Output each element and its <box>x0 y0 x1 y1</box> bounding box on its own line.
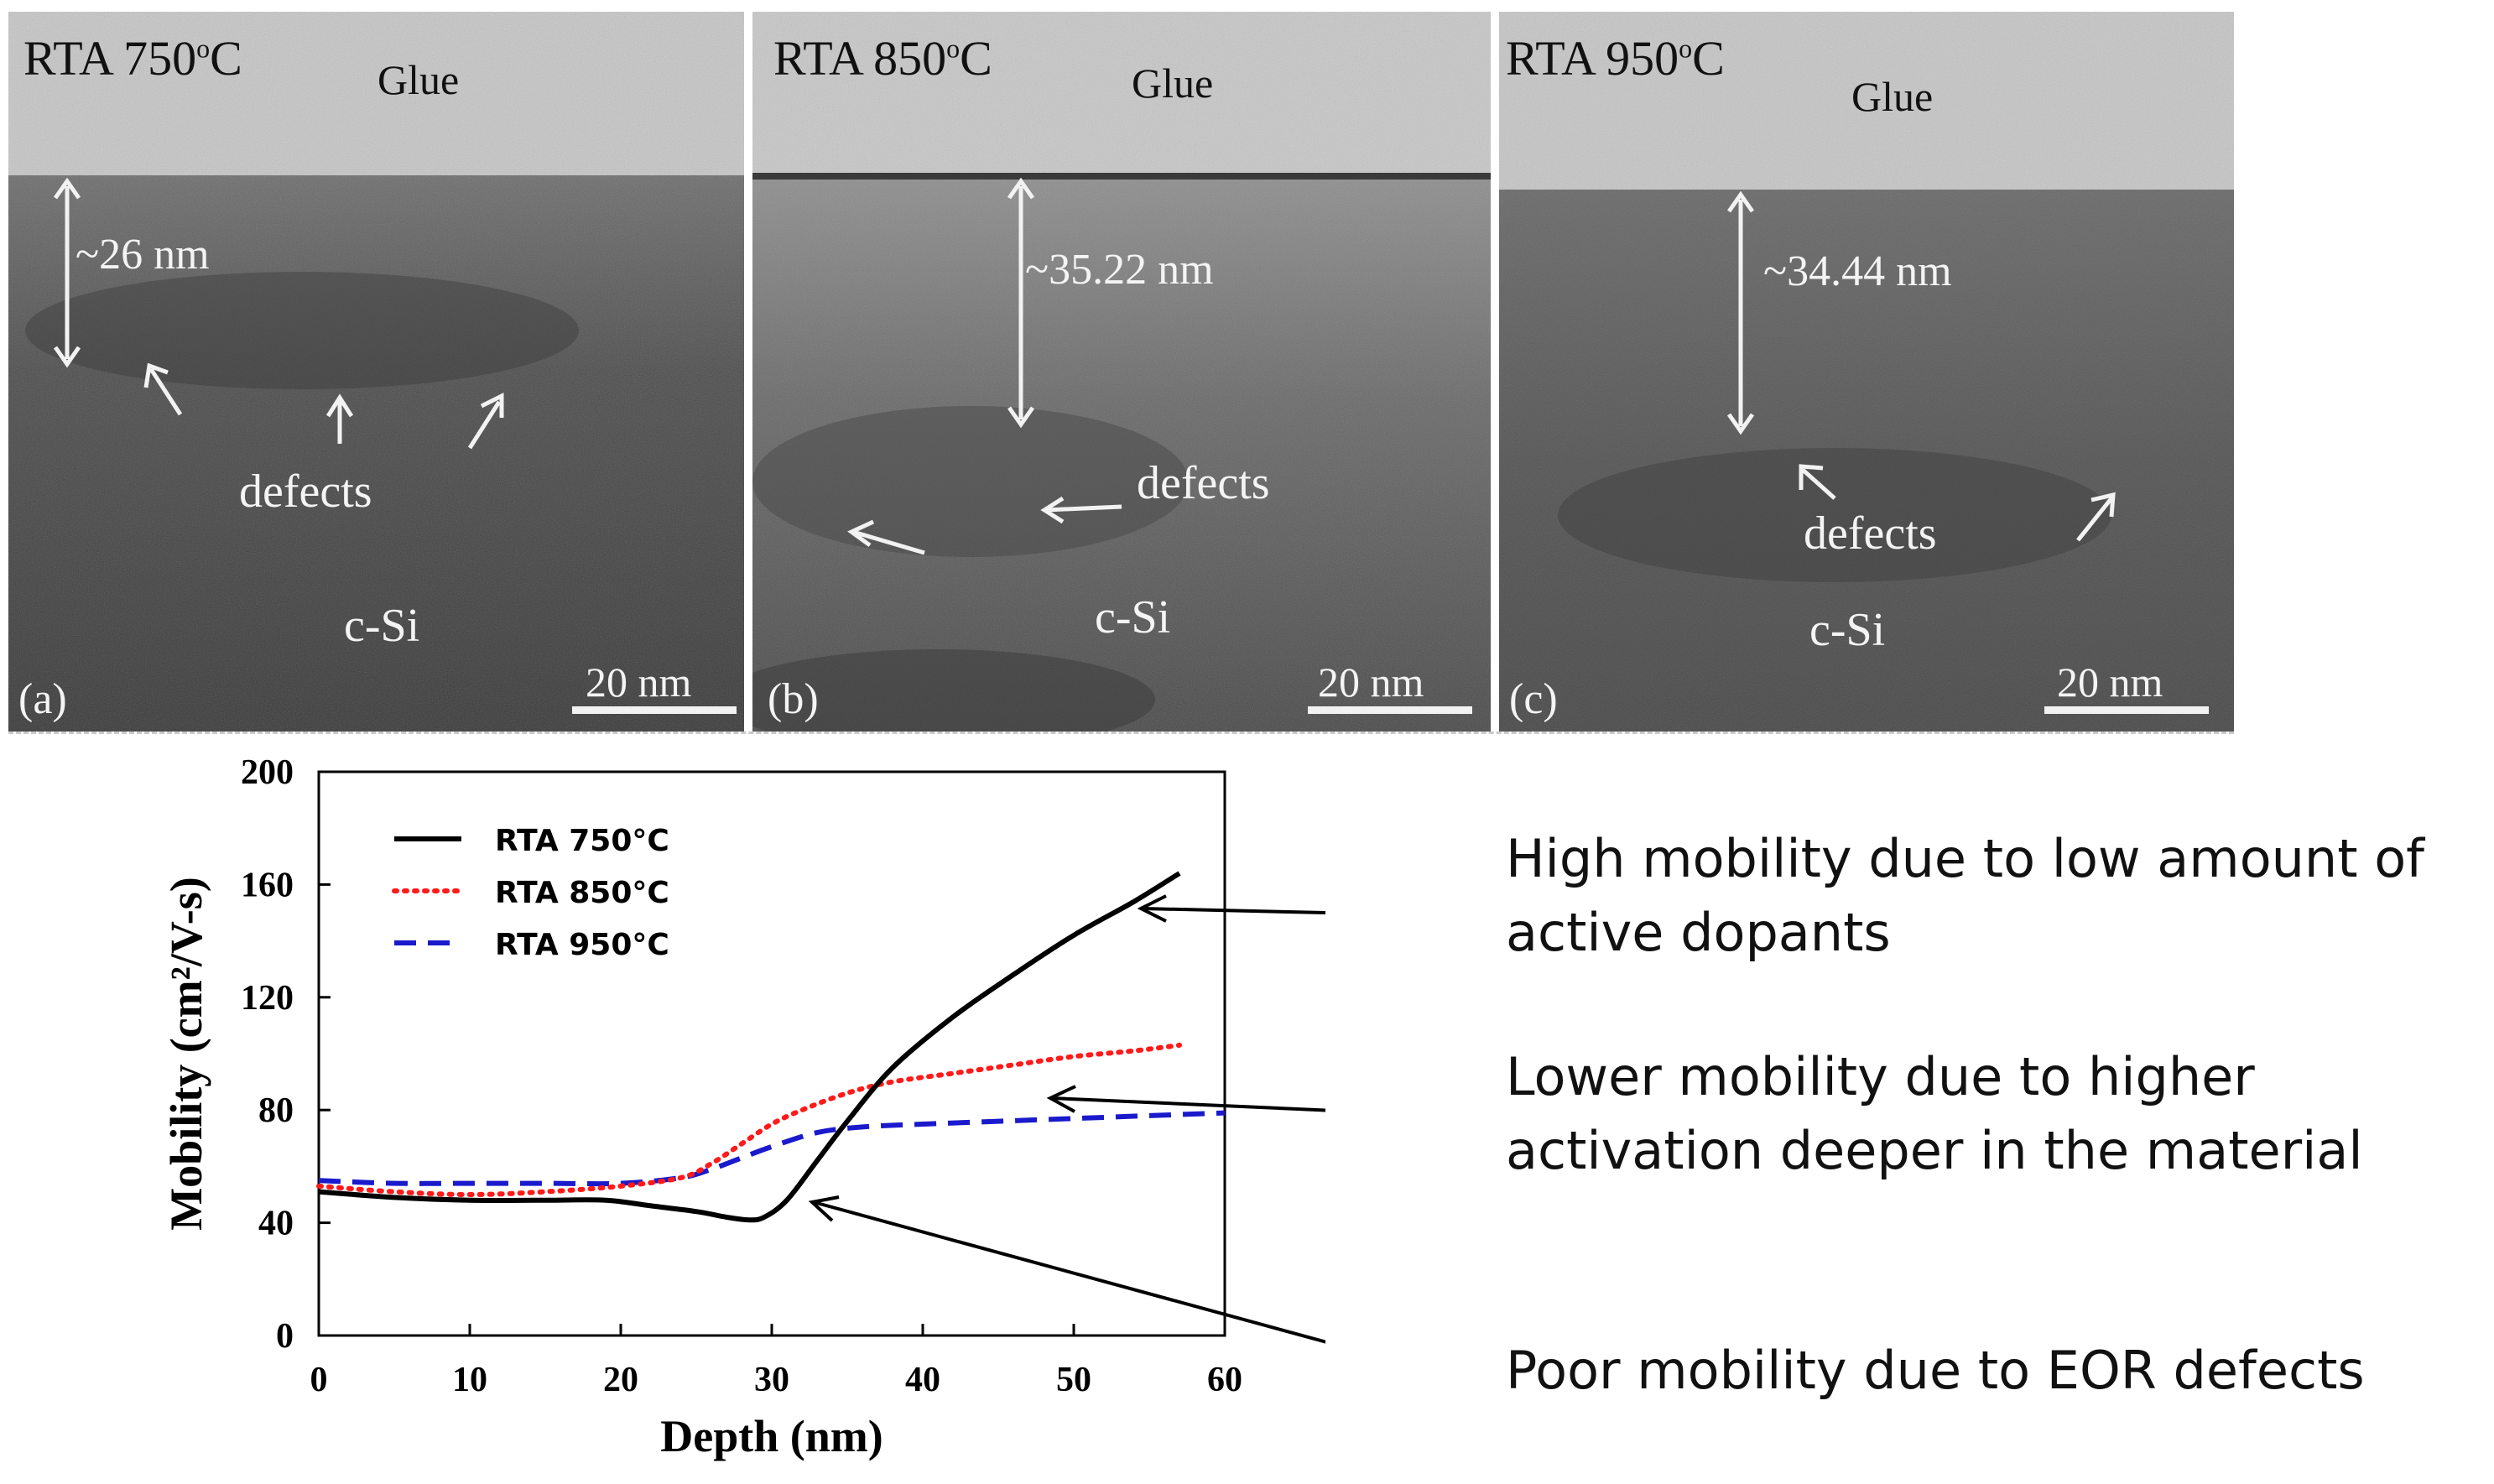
panel-divider <box>8 732 2234 739</box>
legend-label: RTA 950°C <box>495 928 669 962</box>
y-ticks: 0 40 80 120 160 200 <box>241 753 331 1356</box>
y-tick-label: 160 <box>241 866 294 904</box>
tem-image-b <box>752 12 1491 732</box>
arrow-poor-head <box>808 1195 840 1222</box>
panel-a-substrate-label: c-Si <box>344 600 420 652</box>
panel-a-scale-bar <box>572 706 737 714</box>
panel-c-scale-bar <box>2044 706 2209 714</box>
series-line-dotted <box>316 1042 1182 1198</box>
x-axis-label: Depth (nm) <box>660 1411 883 1461</box>
annotation-arrows <box>808 894 1325 1344</box>
legend-label: RTA 750°C <box>495 824 669 858</box>
panel-c-depth-arrow <box>1726 191 1755 435</box>
arrow-lower <box>1051 1096 1325 1112</box>
annotation-high-line1: High mobility due to low amount of <box>1506 828 2424 889</box>
annotation-lower: Lower mobility due to higher activation … <box>1506 1040 2363 1188</box>
panel-a-title: RTA 750oC <box>23 31 242 86</box>
panel-b-title: RTA 850oC <box>773 31 992 86</box>
tem-panel-b: RTA 850oC Glue ~35.22 nm defects c-Si (b… <box>752 12 1491 732</box>
panel-b-letter: (b) <box>768 675 819 723</box>
panel-b-depth-arrow <box>1007 178 1035 429</box>
y-tick-label: 120 <box>241 979 294 1018</box>
panel-a-defects-label: defects <box>239 466 372 518</box>
panel-a-letter: (a) <box>18 675 67 723</box>
panel-c-depth-label: ~34.44 nm <box>1763 247 1952 295</box>
annotation-poor-line1: Poor mobility due to EOR defects <box>1506 1340 2365 1401</box>
x-tick-label: 40 <box>905 1361 940 1399</box>
y-tick-label: 40 <box>258 1205 294 1243</box>
panel-c-letter: (c) <box>1509 675 1558 723</box>
series-line-solid <box>318 871 1181 1223</box>
x-ticks: 0 10 20 30 40 50 60 <box>310 1324 1242 1399</box>
x-tick-label: 0 <box>310 1361 328 1399</box>
legend: RTA 750°C RTA 850°C RTA 950°C <box>392 824 669 962</box>
x-tick-label: 60 <box>1207 1361 1242 1399</box>
panel-c-glue-label: Glue <box>1851 73 1934 120</box>
panel-a-glue-label: Glue <box>377 56 460 103</box>
arrow-high <box>1142 907 1325 915</box>
panel-b-defect-arrows <box>847 496 1122 555</box>
annotation-lower-line1: Lower mobility due to higher <box>1506 1046 2255 1107</box>
panel-b-depth-label: ~35.22 nm <box>1025 246 1214 294</box>
panel-c-defect-arrows <box>1799 464 2116 542</box>
arrow-lower-head <box>1046 1085 1076 1113</box>
panel-c-scale-text: 20 nm <box>2057 659 2163 706</box>
x-tick-label: 50 <box>1056 1361 1091 1399</box>
panel-b-scale-bar <box>1308 706 1472 714</box>
annotation-lower-line2: activation deeper in the material <box>1506 1120 2363 1181</box>
panel-b-glue-label: Glue <box>1132 60 1214 107</box>
panel-a-depth-label: ~26 nm <box>75 231 210 279</box>
panel-c-defects-label: defects <box>1804 508 1937 560</box>
annotation-high-line2: active dopants <box>1506 902 1891 963</box>
annotation-poor: Poor mobility due to EOR defects <box>1506 1334 2365 1408</box>
y-tick-label: 200 <box>241 753 294 792</box>
legend-label: RTA 850°C <box>495 876 669 910</box>
series-line-dashed <box>318 1110 1226 1187</box>
tem-panel-a: RTA 750oC Glue ~26 nm defects c-Si (a) 2… <box>8 12 744 732</box>
plot-frame <box>317 770 1226 1337</box>
panel-a-depth-arrow <box>53 178 81 368</box>
panel-a-defect-arrows <box>143 362 504 450</box>
panel-c-title: RTA 950oC <box>1506 31 1725 86</box>
arrow-high-head <box>1137 894 1167 923</box>
arrow-poor <box>813 1200 1325 1344</box>
y-tick-label: 0 <box>276 1317 294 1356</box>
panel-b-scale-text: 20 nm <box>1318 659 1424 706</box>
tem-image-a <box>8 12 744 732</box>
panel-c-substrate-label: c-Si <box>1809 604 1886 656</box>
y-axis-label: Mobility (cm²/V-s) <box>161 877 211 1231</box>
x-tick-label: 10 <box>452 1361 487 1399</box>
x-tick-label: 20 <box>603 1361 638 1399</box>
tem-panel-c: RTA 950oC Glue ~34.44 nm defects c-Si (c… <box>1499 12 2234 732</box>
annotation-high: High mobility due to low amount of activ… <box>1506 822 2424 970</box>
y-tick-label: 80 <box>258 1091 294 1130</box>
panel-b-substrate-label: c-Si <box>1095 591 1171 643</box>
series-group <box>316 871 1226 1223</box>
panel-b-defects-label: defects <box>1137 457 1270 509</box>
tem-image-c <box>1499 12 2234 732</box>
panel-a-scale-text: 20 nm <box>586 659 692 706</box>
x-tick-label: 30 <box>754 1361 789 1399</box>
